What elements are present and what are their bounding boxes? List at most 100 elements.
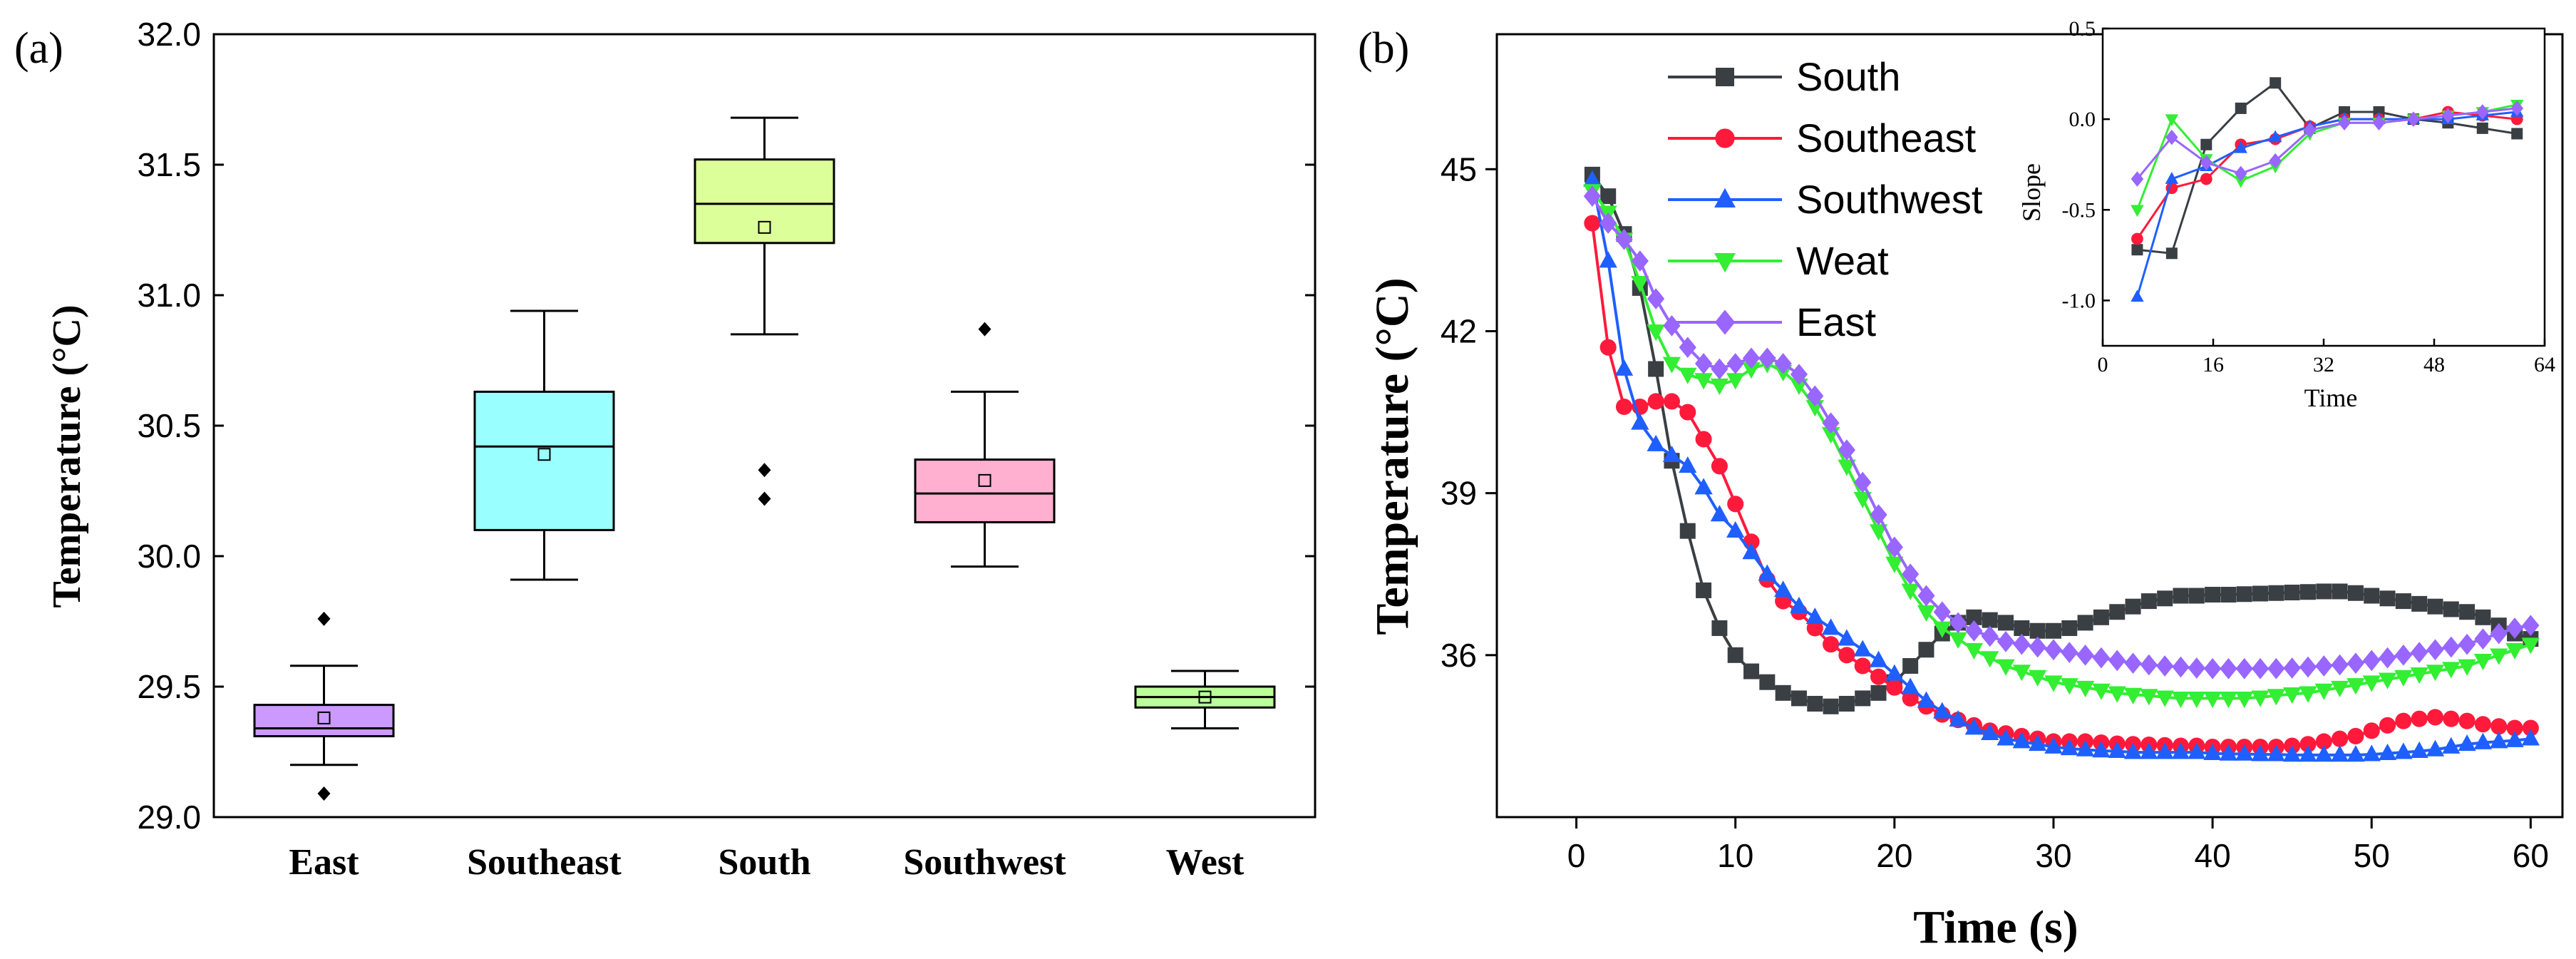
data-point-circle — [1870, 668, 1887, 685]
data-point-diamond — [2172, 656, 2190, 678]
data-point-square — [1902, 657, 1919, 674]
data-point-triangle — [1583, 170, 1602, 187]
data-point-circle — [2131, 232, 2143, 245]
data-point-diamond — [2269, 153, 2282, 169]
data-point-triangle — [1853, 640, 1872, 657]
data-point-triangle — [1662, 445, 1681, 462]
box-outlier — [758, 463, 771, 478]
data-point-diamond — [2505, 617, 2524, 639]
y-tick-label: 30.0 — [137, 538, 201, 575]
data-point-triangle-down — [2490, 648, 2508, 665]
data-point-circle — [1715, 128, 1735, 148]
data-point-triangle — [2140, 742, 2158, 759]
data-point-triangle-down — [2330, 680, 2349, 698]
data-point-circle — [1584, 215, 1601, 232]
data-point-square — [2131, 244, 2143, 256]
x-tick-label: 40 — [2195, 837, 2231, 874]
box-iqr — [694, 158, 835, 245]
data-point-triangle-down — [2299, 686, 2317, 703]
data-point-triangle-down — [2060, 678, 2078, 695]
inset-series-line — [2135, 111, 2518, 297]
data-point-diamond — [1949, 612, 1967, 634]
data-point-square — [2299, 584, 2316, 600]
data-point-square — [2476, 122, 2488, 134]
data-point-circle — [2474, 716, 2491, 733]
inset-y-tick-label: 0.0 — [2069, 108, 2096, 131]
x-category-label: South — [718, 842, 810, 883]
data-point-triangle-down — [2521, 637, 2540, 655]
line-plot-frame — [1495, 33, 2564, 819]
data-point-square — [1775, 684, 1791, 701]
data-point-square — [2093, 609, 2109, 625]
data-point-triangle — [2235, 744, 2254, 761]
inset-y-tick-label: -1.0 — [2062, 289, 2096, 312]
line-x-axis-label: Time (s) — [1913, 901, 2078, 953]
data-point-triangle-down — [2012, 665, 2031, 682]
data-point-square — [2205, 587, 2221, 603]
legend-item-southwest: Southwest — [1668, 177, 1983, 222]
data-point-diamond — [2442, 636, 2460, 658]
data-point-diamond — [1679, 337, 1696, 359]
data-point-triangle — [2330, 745, 2349, 762]
data-point-diamond — [1647, 288, 1665, 309]
data-point-diamond — [1981, 625, 1999, 647]
data-point-triangle — [1981, 723, 1999, 740]
box-outlier — [317, 611, 331, 626]
box-plot-panel: (a) Temperature (°C) 29.0 29.5 30.0 30.5 31.… — [14, 16, 1317, 883]
data-point-diamond — [1742, 347, 1761, 369]
data-point-diamond — [2131, 171, 2144, 187]
data-point-square — [2157, 590, 2173, 607]
data-point-diamond — [1885, 536, 1903, 558]
data-point-square — [2252, 585, 2269, 602]
data-point-square — [2045, 622, 2061, 639]
data-point-square — [2173, 588, 2189, 604]
data-point-diamond — [1711, 358, 1729, 380]
data-point-circle — [2443, 710, 2460, 727]
data-point-diamond — [2458, 633, 2476, 655]
data-point-diamond — [2235, 657, 2253, 679]
data-point-diamond — [1917, 585, 1935, 607]
box-mean-marker — [978, 473, 991, 487]
legend: South Southeast Southwest Weat East — [1668, 54, 1983, 344]
data-point-triangle — [2155, 742, 2174, 759]
data-point-triangle — [1805, 607, 1824, 625]
data-point-diamond — [2029, 636, 2046, 658]
inset-frame — [2101, 27, 2546, 347]
data-point-square — [2459, 604, 2475, 620]
data-point-circle — [2458, 712, 2475, 729]
data-point-diamond — [2220, 657, 2237, 679]
data-point-circle — [1806, 620, 1823, 637]
data-point-triangle-down — [2362, 675, 2381, 692]
data-point-diamond — [2299, 656, 2317, 678]
data-point-circle — [2506, 719, 2523, 737]
data-point-diamond — [1631, 250, 1649, 272]
data-point-square — [2379, 590, 2396, 607]
inset-x-tick-label: 0 — [2098, 353, 2108, 376]
data-point-square — [2014, 620, 2030, 636]
data-point-square — [1743, 663, 1760, 679]
y-tick-label: 30.5 — [137, 407, 201, 444]
data-point-diamond — [2267, 657, 2285, 679]
x-tick-label: 10 — [1717, 837, 1753, 874]
data-point-diamond — [2394, 644, 2412, 666]
data-point-diamond — [1822, 412, 1840, 434]
data-point-diamond — [1838, 439, 1855, 461]
data-point-square — [1982, 612, 1998, 628]
x-category-label: Southwest — [903, 842, 1066, 883]
data-point-square — [1679, 523, 1696, 539]
data-point-triangle — [2219, 744, 2238, 761]
data-point-square — [2475, 609, 2491, 625]
data-point-circle — [2363, 722, 2380, 739]
data-point-triangle-down — [1997, 659, 2015, 676]
data-point-triangle — [2076, 739, 2095, 757]
data-point-triangle — [1901, 677, 1920, 694]
data-point-square — [2347, 585, 2364, 601]
data-point-triangle-down — [1901, 583, 1920, 600]
data-point-diamond — [2441, 108, 2455, 123]
data-point-circle — [1615, 398, 1633, 416]
data-point-triangle — [2283, 745, 2302, 762]
legend-label: South — [1796, 54, 1900, 99]
data-point-square — [1855, 690, 1871, 707]
x-tick-label: 30 — [2035, 837, 2071, 874]
data-point-triangle-down — [2188, 692, 2206, 709]
